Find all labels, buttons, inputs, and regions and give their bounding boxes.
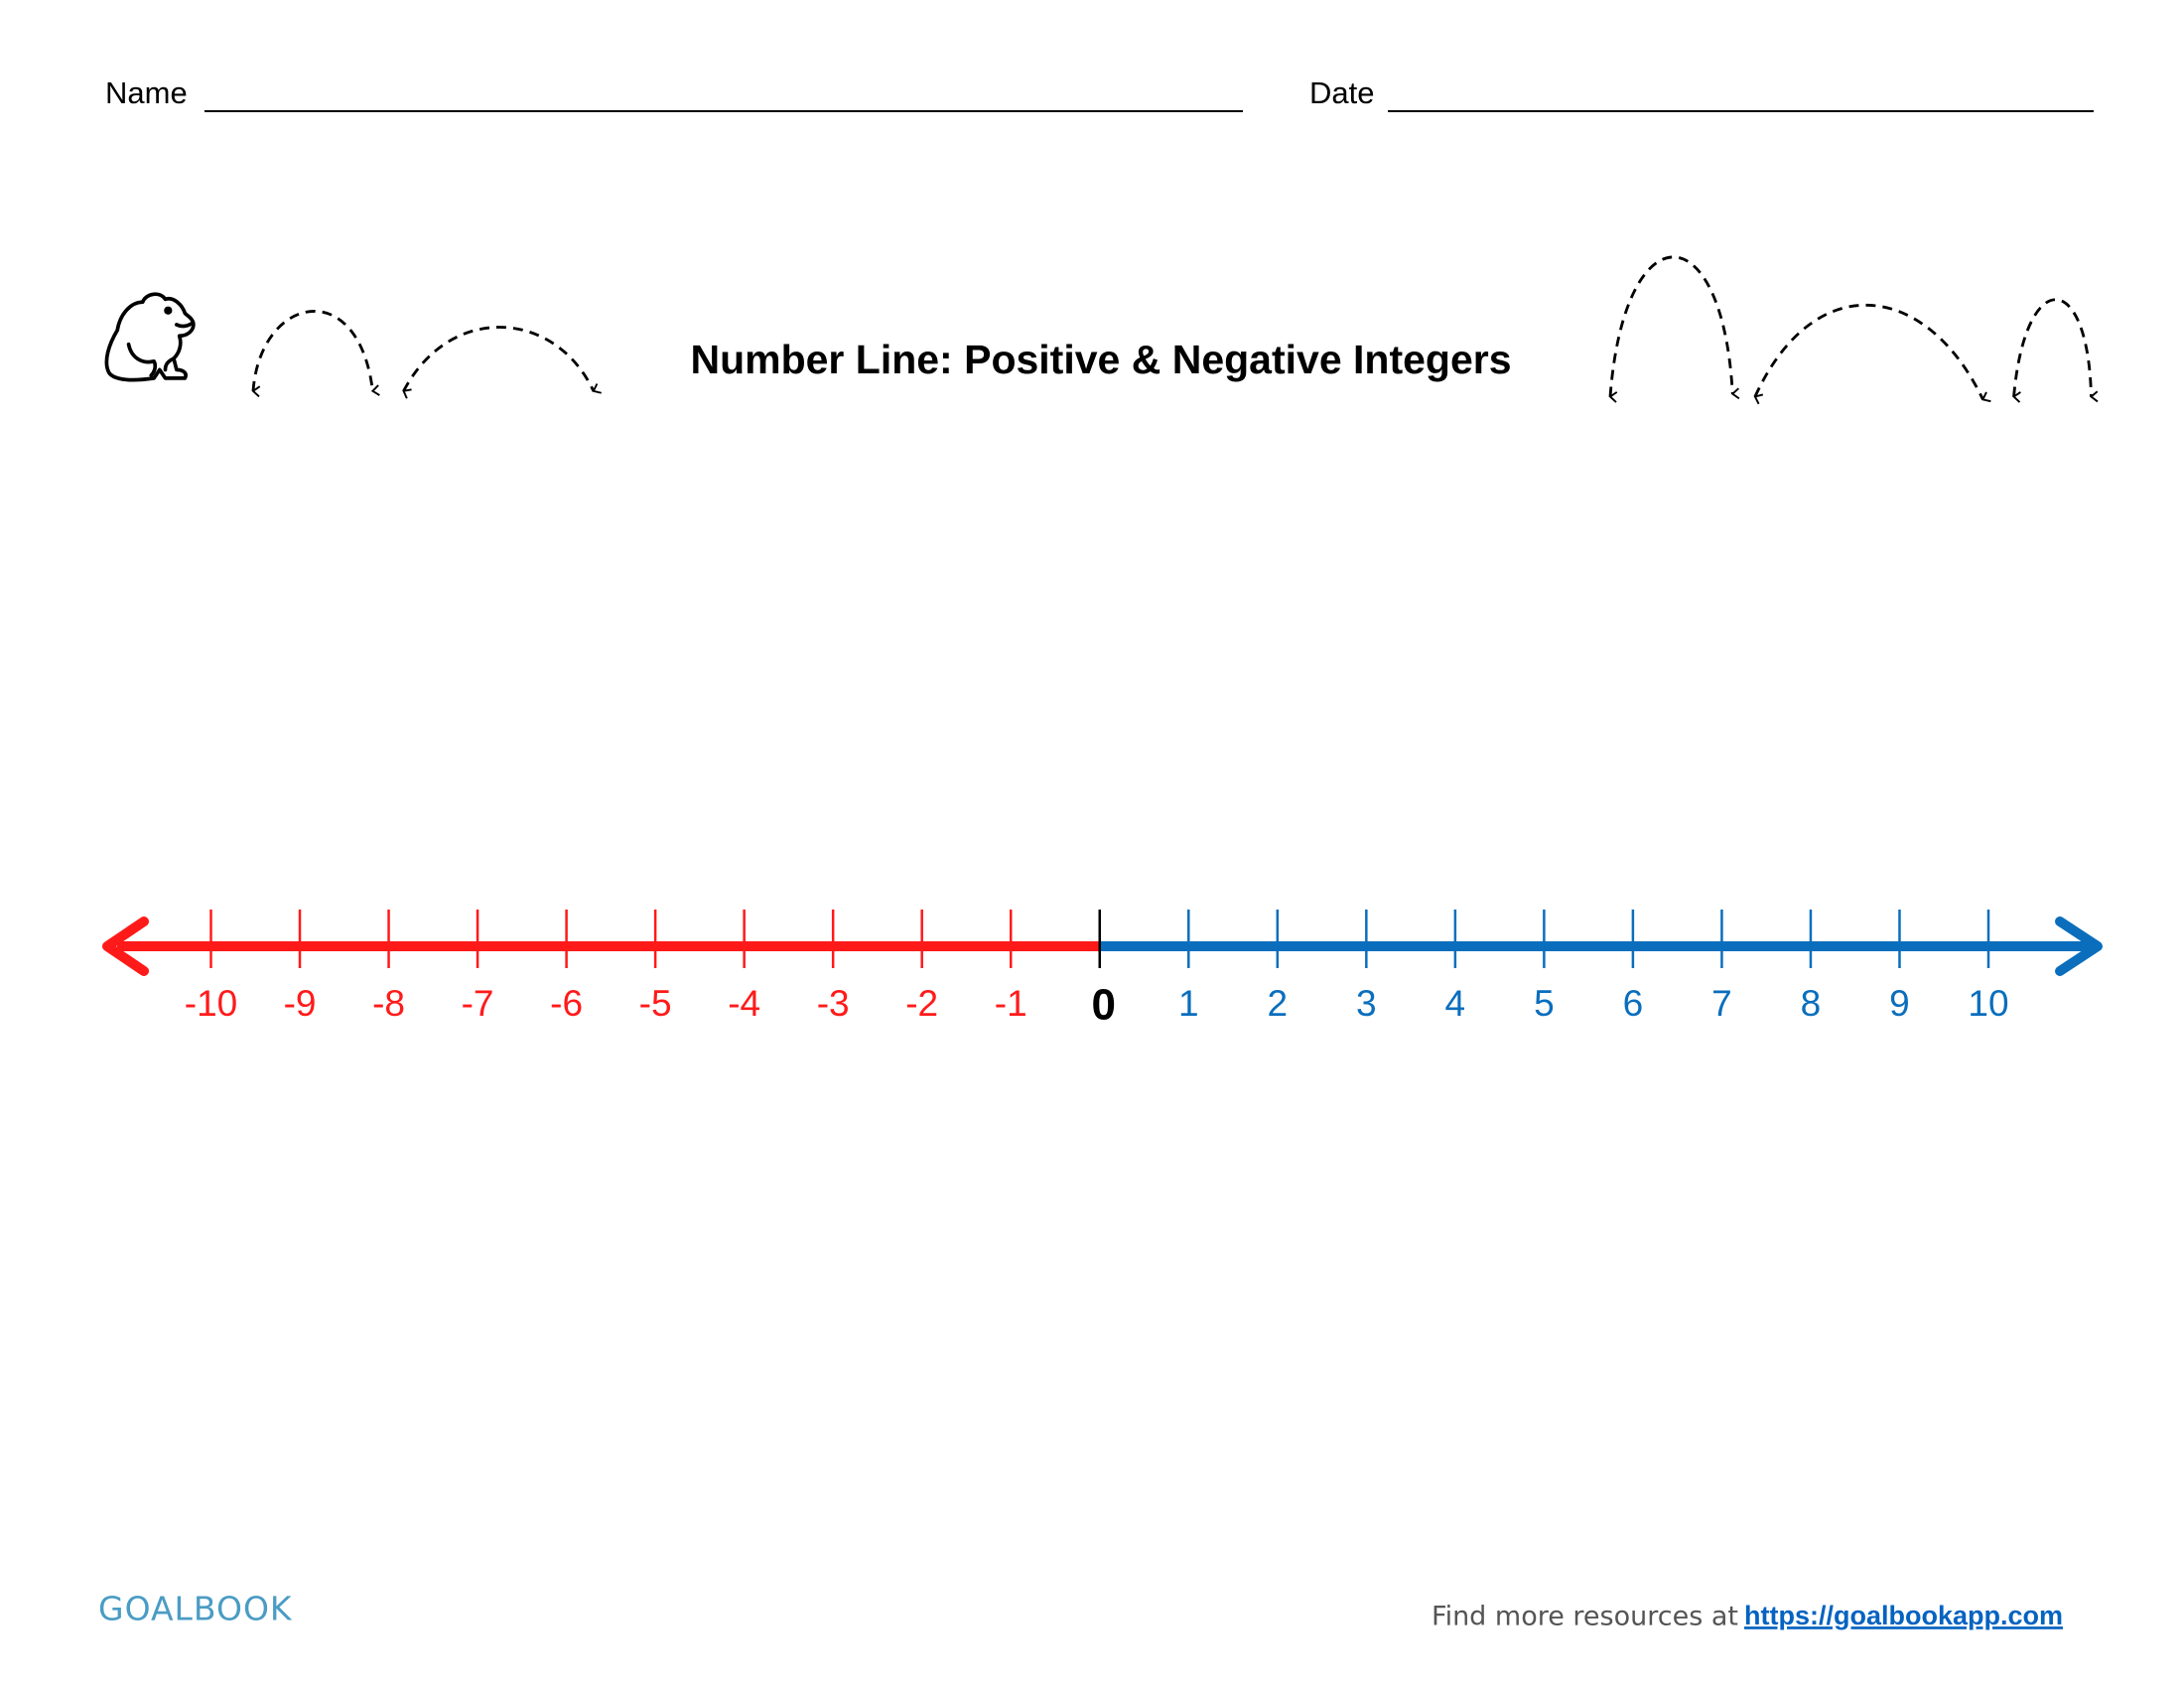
- footer-link[interactable]: https://goalbookapp.com: [1744, 1601, 2063, 1630]
- tick-label: -7: [462, 983, 494, 1024]
- jump-arrows: [251, 255, 2099, 405]
- footer-text: Find more resources at: [1432, 1602, 1738, 1632]
- tick-label: -4: [728, 983, 760, 1024]
- tick-label: -8: [372, 983, 405, 1024]
- tick-label: -10: [185, 983, 237, 1024]
- tick-label: 3: [1356, 983, 1377, 1024]
- number-line: [102, 916, 2103, 976]
- tick-label: 0: [1092, 981, 1116, 1030]
- tick-label: -2: [905, 983, 938, 1024]
- tick-label: -3: [817, 983, 850, 1024]
- tick-label: 8: [1801, 983, 1822, 1024]
- tick-label: 9: [1889, 983, 1910, 1024]
- tick-label: -1: [995, 983, 1027, 1024]
- worksheet-title: Number Line: Positive & Negative Integer…: [690, 337, 1511, 382]
- name-label: Name: [105, 75, 188, 110]
- right-arrowhead: [2055, 916, 2103, 976]
- logo: GOALBOOK: [98, 1590, 293, 1628]
- tick-label: -5: [639, 983, 672, 1024]
- date-label: Date: [1309, 75, 1374, 110]
- tick-label: -9: [284, 983, 317, 1024]
- tick-label: 2: [1268, 983, 1289, 1024]
- frog-icon: [104, 292, 196, 382]
- tick-label: 4: [1445, 983, 1466, 1024]
- tick-label: 1: [1178, 983, 1199, 1024]
- tick-label: 7: [1711, 983, 1732, 1024]
- tick-label: 10: [1968, 983, 2008, 1024]
- tick-label: -6: [550, 983, 583, 1024]
- left-arrowhead: [102, 916, 149, 976]
- tick-label: 5: [1534, 983, 1555, 1024]
- tick-label: 6: [1623, 983, 1644, 1024]
